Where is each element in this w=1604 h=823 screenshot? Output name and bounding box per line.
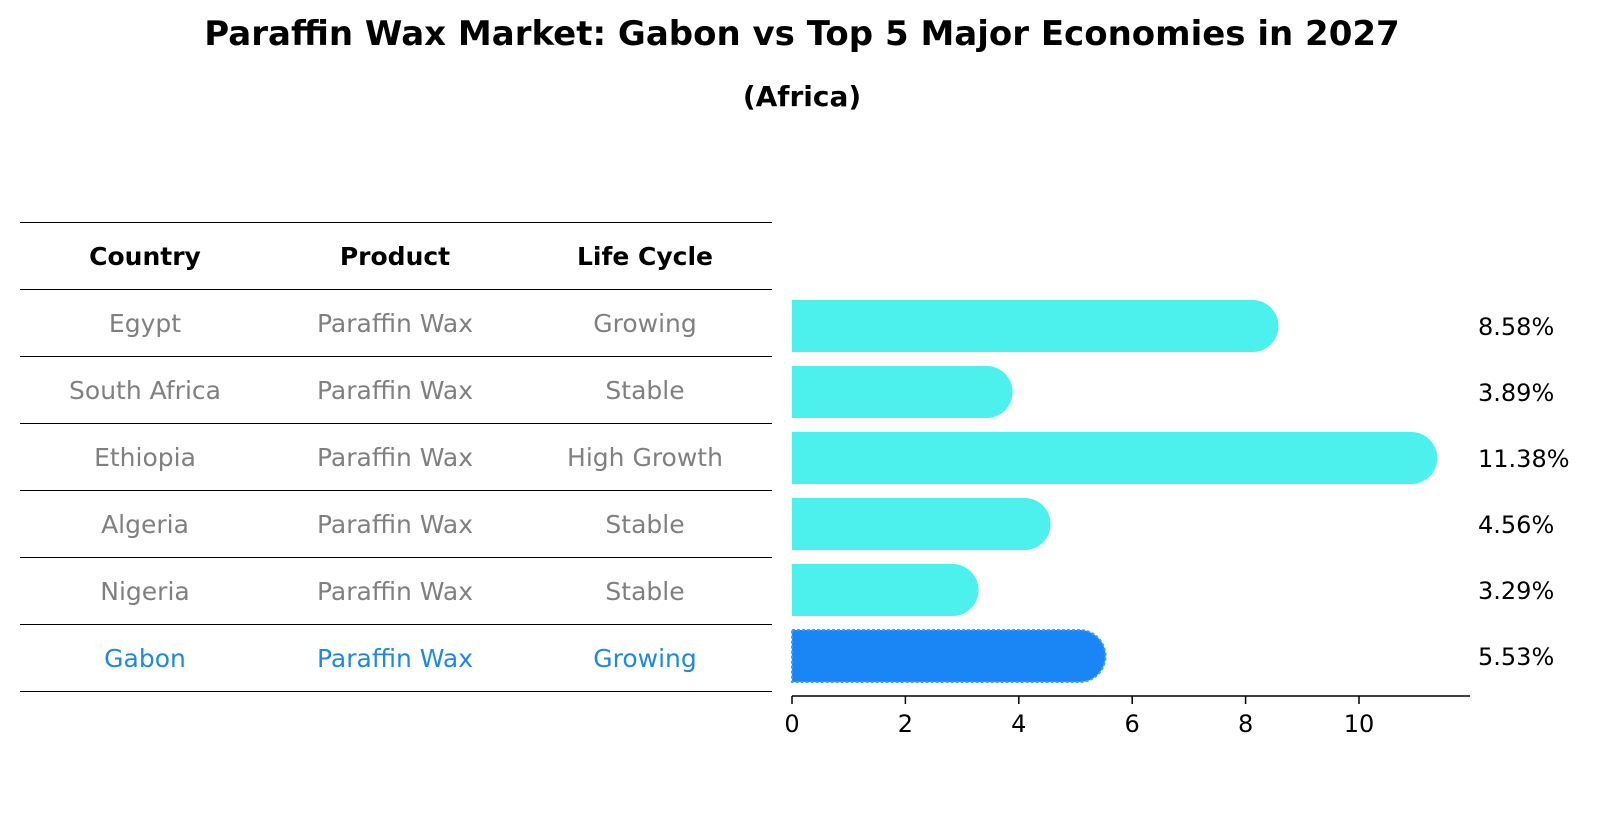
cell-product: Paraffin Wax: [316, 308, 474, 338]
cell-product: Paraffin Wax: [316, 643, 474, 673]
cell-life-cycle: High Growth: [567, 442, 723, 472]
header-product: Product: [339, 241, 451, 271]
chart-title: Paraffin Wax Market: Gabon vs Top 5 Majo…: [204, 14, 1400, 54]
cell-product: Paraffin Wax: [316, 509, 474, 539]
cell-life-cycle: Growing: [593, 643, 697, 673]
data-label: 11.38%: [1478, 445, 1570, 473]
data-label: 4.56%: [1478, 511, 1554, 539]
bar: [792, 564, 979, 616]
table-row: South Africa Paraffin Wax Stable: [20, 356, 772, 423]
table-row-highlighted: Gabon Paraffin Wax Growing: [20, 624, 772, 692]
bar-highlighted: [791, 629, 1107, 683]
chart-subtitle: (Africa): [742, 80, 862, 113]
bar: [792, 498, 1051, 550]
cell-product: Paraffin Wax: [316, 442, 474, 472]
x-tick-label: 2: [898, 710, 913, 738]
x-tick-label: 8: [1238, 710, 1253, 738]
x-tick-label: 6: [1125, 710, 1140, 738]
cell-life-cycle: Stable: [605, 576, 685, 606]
data-label: 8.58%: [1478, 313, 1554, 341]
cell-country: Ethiopia: [94, 442, 196, 472]
data-label: 3.89%: [1478, 379, 1554, 407]
cell-life-cycle: Stable: [605, 509, 685, 539]
x-tick-label: 0: [784, 710, 799, 738]
table-row: Nigeria Paraffin Wax Stable: [20, 557, 772, 624]
cell-country: South Africa: [69, 375, 221, 405]
table-row: Egypt Paraffin Wax Growing: [20, 289, 772, 356]
header-life-cycle: Life Cycle: [576, 241, 714, 271]
table-row: Algeria Paraffin Wax Stable: [20, 490, 772, 557]
bar: [792, 432, 1438, 484]
data-label: 3.29%: [1478, 577, 1554, 605]
cell-life-cycle: Stable: [605, 375, 685, 405]
cell-country: Gabon: [104, 643, 186, 673]
table-row: Ethiopia Paraffin Wax High Growth: [20, 423, 772, 490]
x-tick-label: 10: [1344, 710, 1375, 738]
bar: [792, 300, 1279, 352]
header-country: Country: [89, 241, 201, 271]
cell-product: Paraffin Wax: [316, 576, 474, 606]
bar: [792, 366, 1013, 418]
cell-country: Algeria: [101, 509, 189, 539]
data-label: 5.53%: [1478, 643, 1554, 671]
cell-country: Nigeria: [100, 576, 190, 606]
x-tick-label: 4: [1011, 710, 1026, 738]
cell-life-cycle: Growing: [593, 308, 697, 338]
cell-country: Egypt: [108, 308, 182, 338]
country-table: Country Product Life Cycle Egypt Paraffi…: [20, 222, 772, 692]
table-header-row: Country Product Life Cycle: [20, 222, 772, 289]
cell-product: Paraffin Wax: [316, 375, 474, 405]
